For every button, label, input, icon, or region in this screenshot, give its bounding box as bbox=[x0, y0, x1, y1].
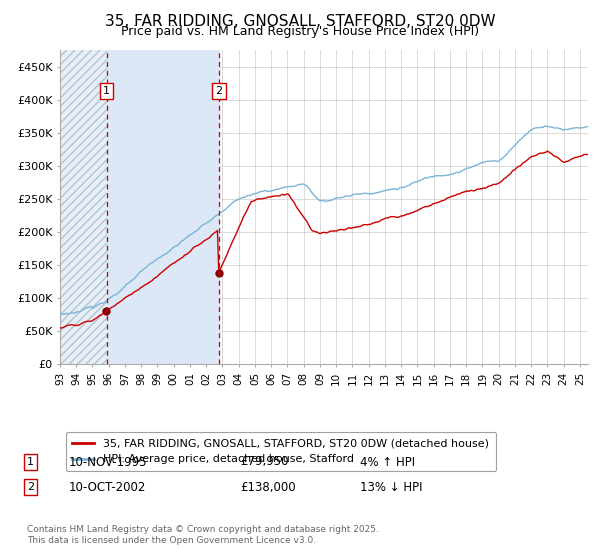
Text: 10-NOV-1995: 10-NOV-1995 bbox=[69, 455, 148, 469]
Text: 2: 2 bbox=[215, 86, 223, 96]
Text: £79,950: £79,950 bbox=[240, 455, 289, 469]
Bar bbox=[60, 50, 107, 364]
Text: 10-OCT-2002: 10-OCT-2002 bbox=[69, 480, 146, 494]
Text: 1: 1 bbox=[27, 457, 34, 467]
Text: 1: 1 bbox=[103, 86, 110, 96]
Text: 35, FAR RIDDING, GNOSALL, STAFFORD, ST20 0DW: 35, FAR RIDDING, GNOSALL, STAFFORD, ST20… bbox=[104, 14, 496, 29]
Text: 13% ↓ HPI: 13% ↓ HPI bbox=[360, 480, 422, 494]
Text: 2: 2 bbox=[27, 482, 34, 492]
Bar bbox=[107, 50, 219, 364]
Bar bbox=[60, 50, 107, 364]
Text: £138,000: £138,000 bbox=[240, 480, 296, 494]
Text: Price paid vs. HM Land Registry's House Price Index (HPI): Price paid vs. HM Land Registry's House … bbox=[121, 25, 479, 38]
Legend: 35, FAR RIDDING, GNOSALL, STAFFORD, ST20 0DW (detached house), HPI: Average pric: 35, FAR RIDDING, GNOSALL, STAFFORD, ST20… bbox=[65, 432, 496, 471]
Text: 4% ↑ HPI: 4% ↑ HPI bbox=[360, 455, 415, 469]
Text: Contains HM Land Registry data © Crown copyright and database right 2025.
This d: Contains HM Land Registry data © Crown c… bbox=[27, 525, 379, 545]
